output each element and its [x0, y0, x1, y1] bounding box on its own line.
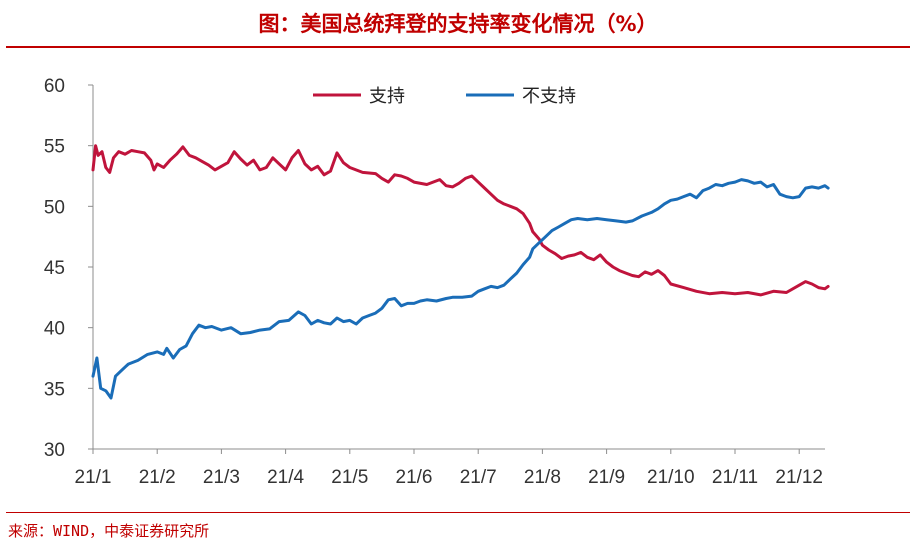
- y-tick-label: 45: [44, 258, 65, 279]
- x-tick-label: 21/8: [524, 467, 561, 488]
- x-tick-label: 21/1: [75, 467, 112, 488]
- x-tick-label: 21/3: [203, 467, 240, 488]
- footer-divider: [6, 512, 910, 513]
- y-tick-label: 30: [44, 440, 65, 461]
- chart-title: 图：美国总统拜登的支持率变化情况（%）: [258, 12, 658, 36]
- source-note: 来源：WIND，中泰证券研究所: [8, 522, 210, 540]
- legend-label-support: 支持: [369, 86, 405, 107]
- x-tick-label: 21/11: [712, 467, 758, 488]
- x-tick-label: 21/6: [396, 467, 433, 488]
- x-tick-label: 21/5: [331, 467, 368, 488]
- y-tick-label: 50: [44, 197, 65, 218]
- x-tick-label: 21/4: [267, 467, 304, 488]
- chart-series: [91, 144, 830, 400]
- chart-axes: 30 35 40 45 50 55 60 21/1 21/2 21/3 21/4 21/5 21/6 21…: [44, 76, 825, 488]
- title-divider: [6, 46, 910, 48]
- x-tick-label: 21/9: [588, 467, 625, 488]
- x-tick-label: 21/7: [460, 467, 497, 488]
- series-line-support: [91, 144, 830, 297]
- legend-label-oppose: 不支持: [522, 86, 576, 107]
- x-tick-label: 21/12: [775, 467, 823, 488]
- chart-legend: 支持 不支持: [313, 86, 576, 107]
- series-line-oppose: [91, 178, 830, 400]
- y-tick-label: 60: [44, 76, 65, 97]
- x-tick-label: 21/10: [647, 467, 695, 488]
- x-tick-label: 21/2: [139, 467, 176, 488]
- y-tick-label: 55: [44, 137, 65, 158]
- y-tick-label: 40: [44, 319, 65, 340]
- y-tick-label: 35: [44, 379, 65, 400]
